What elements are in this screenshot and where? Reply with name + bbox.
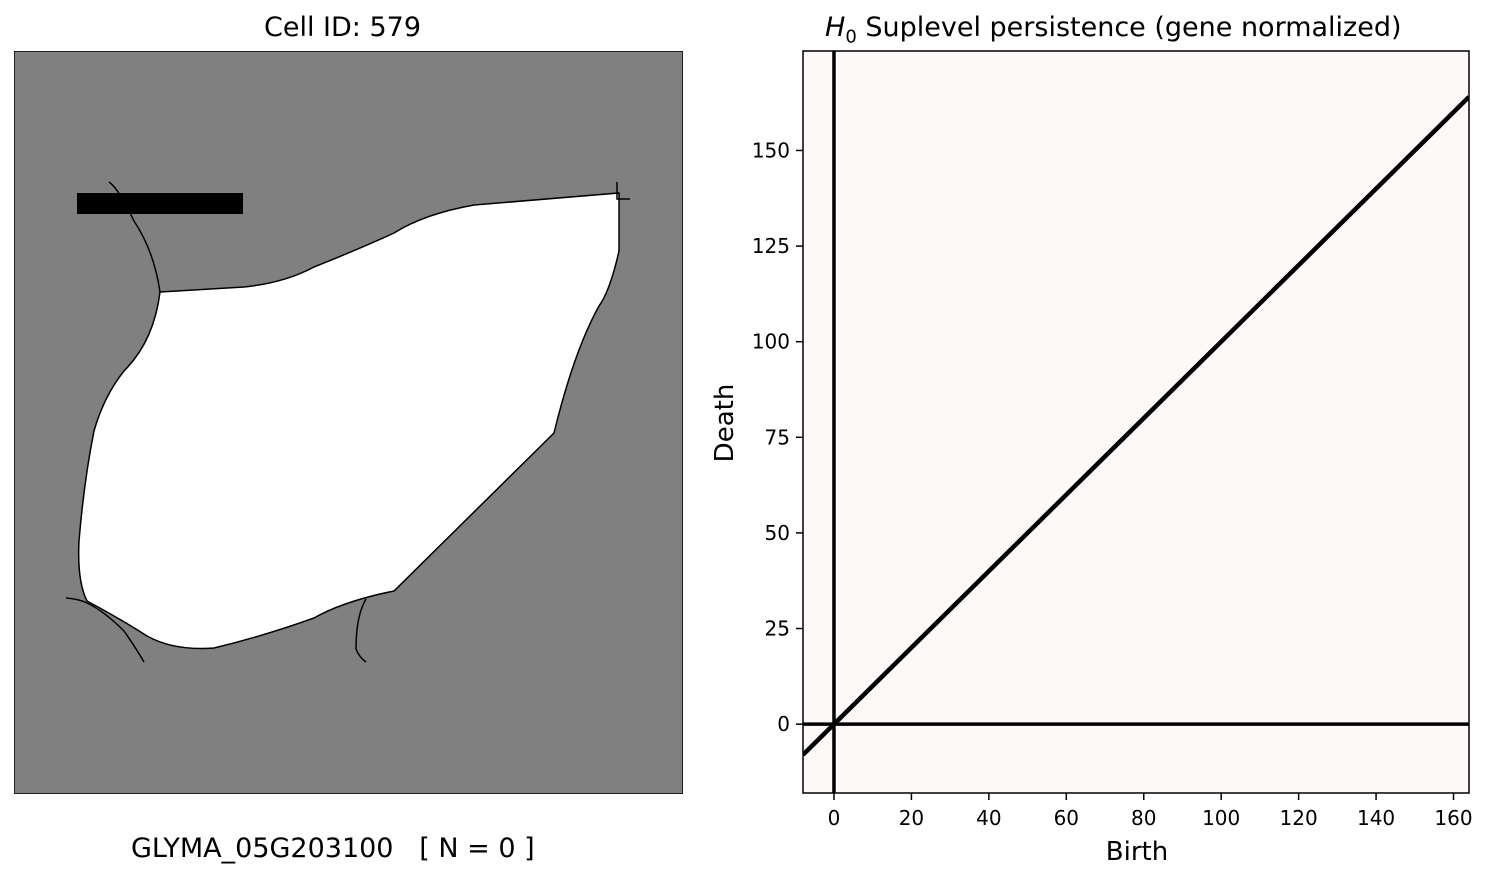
- x-tick-label: 120: [1280, 806, 1318, 830]
- y-tick-label: 0: [777, 712, 790, 736]
- x-tick-label: 40: [976, 806, 1001, 830]
- title-subscript: 0: [845, 26, 857, 48]
- cell-boundary-line: [355, 598, 367, 663]
- x-tick-label: 100: [1202, 806, 1240, 830]
- gene-label: GLYMA_05G203100 [ N = 0 ]: [131, 833, 535, 864]
- title-rest: Suplevel persistence (gene normalized): [856, 12, 1402, 43]
- cell-segmentation-image: [14, 51, 683, 794]
- x-tick-label: 140: [1357, 806, 1395, 830]
- diagonal-line: [803, 95, 1469, 757]
- cell-region: [77, 192, 620, 650]
- y-tick-label: 150: [752, 138, 790, 162]
- cell-boundary-line: [616, 182, 630, 200]
- cell-boundary-line: [108, 181, 161, 293]
- x-tick-label: 0: [828, 806, 841, 830]
- plot-frame: [802, 50, 1470, 794]
- y-tick-label: 100: [752, 330, 790, 354]
- y-tick-label: 75: [765, 425, 790, 449]
- x-tick-label: 80: [1131, 806, 1156, 830]
- title-prefix: H: [825, 12, 846, 43]
- scale-bar: [77, 193, 243, 214]
- x-tick-label: 20: [899, 806, 924, 830]
- x-axis-label: Birth: [1106, 837, 1168, 867]
- cell-boundary-line: [65, 597, 145, 663]
- y-tick-label: 25: [765, 617, 790, 641]
- y-tick-label: 125: [752, 234, 790, 258]
- plot-area: [803, 51, 1469, 793]
- x-tick-label: 60: [1054, 806, 1079, 830]
- y-axis-label: Death: [710, 384, 740, 463]
- x-tick-label: 160: [1434, 806, 1472, 830]
- persistence-title: H0 Suplevel persistence (gene normalized…: [825, 12, 1402, 47]
- cell-id-title: Cell ID: 579: [264, 12, 422, 43]
- y-tick-label: 50: [765, 521, 790, 545]
